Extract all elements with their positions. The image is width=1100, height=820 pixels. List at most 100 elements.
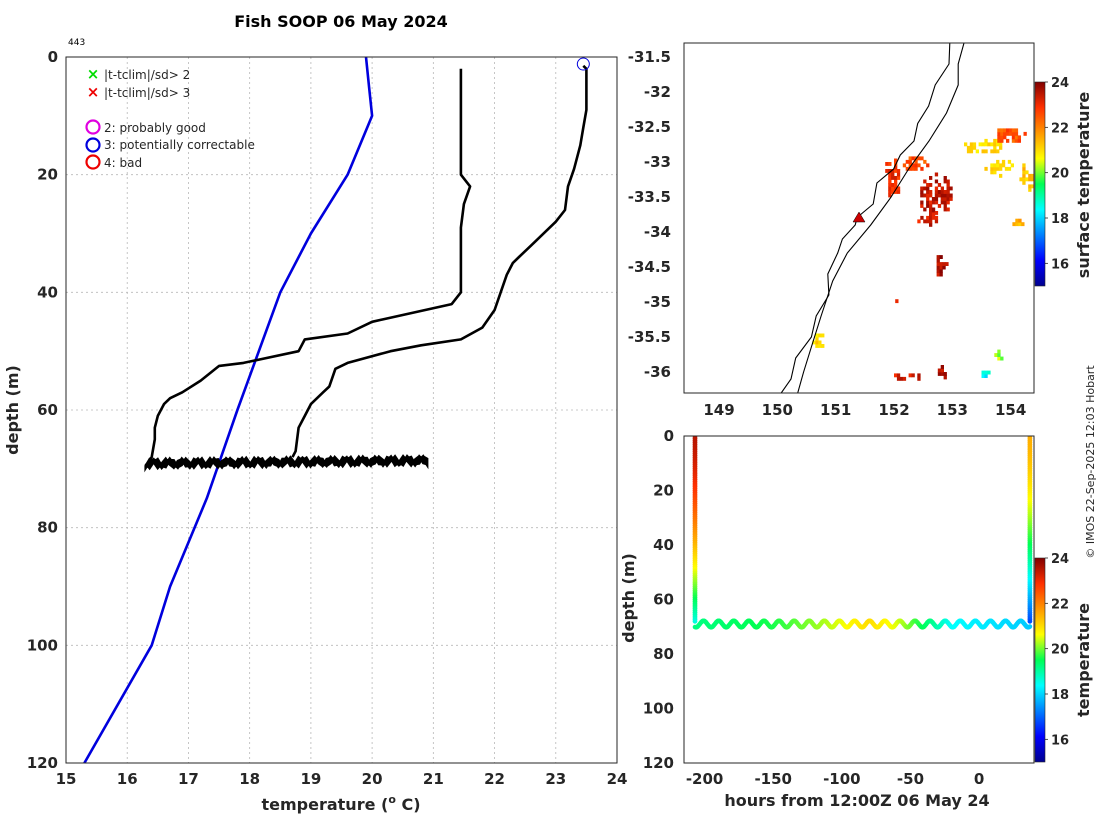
sst-pixel xyxy=(894,373,898,378)
sst-pixel xyxy=(943,204,947,208)
sst-pixel xyxy=(994,353,998,357)
sst-pixel xyxy=(946,190,950,194)
sst-pixel xyxy=(1028,184,1032,189)
sst-pixel xyxy=(815,337,819,341)
map-colorbar xyxy=(1034,81,1046,287)
sst-patch xyxy=(984,159,1014,178)
map-y-tick-label: -33.5 xyxy=(628,188,671,206)
sst-pixel xyxy=(1003,131,1007,136)
legend-qc2-label: 2: probably good xyxy=(104,121,206,135)
time-depth-data xyxy=(692,436,1033,630)
sst-pixel xyxy=(939,272,943,277)
sst-pixel xyxy=(929,190,933,194)
sst-pixel xyxy=(917,373,921,378)
map-tick-labels: 149 150 151 152 153 154 -31.5 -32 -32.5 -33 -33.5 -… xyxy=(628,48,1027,419)
sst-pixel xyxy=(936,258,940,263)
sst-pixel xyxy=(894,169,898,173)
sst-pixel xyxy=(1001,163,1006,168)
time-depth-colorbar-tick-label: 16 xyxy=(1051,733,1069,748)
sst-pixel xyxy=(917,163,921,168)
sst-pixel xyxy=(940,197,944,201)
sst-pixel xyxy=(940,200,944,205)
sst-pixel xyxy=(926,163,930,168)
profile-x-tick-label: 15 xyxy=(56,770,77,788)
profile-count: 443 xyxy=(68,38,85,48)
sst-pixel xyxy=(943,190,947,194)
sst-pixel xyxy=(949,186,953,191)
sst-pixel xyxy=(929,200,933,205)
profile-y-tick-label: 0 xyxy=(48,48,58,66)
sst-pixel xyxy=(888,179,892,184)
sst-patch xyxy=(981,370,991,378)
sst-pixel xyxy=(966,149,971,154)
sst-pixel xyxy=(997,138,1001,143)
sst-pixel xyxy=(891,169,895,173)
sst-pixel xyxy=(997,131,1001,136)
sst-pixel xyxy=(917,219,921,224)
sst-pixel xyxy=(987,142,991,147)
location-marker xyxy=(852,211,866,223)
legend-qc3-label: 3: potentially correctable xyxy=(104,138,255,152)
profile-y-tick-label: 40 xyxy=(37,283,58,301)
sst-pixel xyxy=(934,211,939,215)
sst-patch xyxy=(964,138,1003,154)
map-colorbar-tick-label: 18 xyxy=(1051,212,1069,227)
map-x-tick-label: 149 xyxy=(703,401,734,419)
profile-x-tick-label: 22 xyxy=(484,770,505,788)
sst-pixel xyxy=(993,138,997,143)
sst-patch xyxy=(994,349,1004,361)
sst-pixel xyxy=(946,207,950,212)
map-y-tick-label: -36 xyxy=(644,363,671,381)
sst-pixel xyxy=(996,163,1000,168)
ascent-cast xyxy=(1027,436,1033,624)
sst-pixel xyxy=(917,156,921,161)
sst-pixel xyxy=(943,375,947,380)
descent-cast xyxy=(692,436,698,624)
sst-pixel xyxy=(946,193,950,198)
sst-pixel xyxy=(942,265,946,270)
sst-pixel xyxy=(936,272,940,277)
sst-pixel xyxy=(1008,131,1013,136)
sst-pixel xyxy=(975,149,979,154)
sst-pixel xyxy=(920,156,924,161)
time-depth-x-tick-label: 0 xyxy=(974,770,984,788)
sst-patch xyxy=(895,299,899,304)
profile-line-profile_max xyxy=(291,64,588,458)
sst-pixel xyxy=(1031,177,1034,182)
legend-qc4-marker xyxy=(85,154,101,170)
sst-pixel xyxy=(891,186,895,191)
sst-pixel xyxy=(1011,131,1016,136)
sst-pixel xyxy=(888,176,892,180)
sst-pixel xyxy=(946,179,950,184)
sst-pixel xyxy=(993,142,997,147)
sst-pixel xyxy=(946,183,950,187)
sst-pixel xyxy=(894,176,898,180)
sst-pixel xyxy=(937,193,942,198)
sst-pixel xyxy=(1008,128,1013,133)
time-depth-y-tick-label: 0 xyxy=(664,427,674,445)
profile-x-tick-label: 16 xyxy=(117,770,138,788)
sst-pixel xyxy=(1011,128,1016,133)
sst-pixel xyxy=(1022,173,1026,178)
sst-pixel xyxy=(999,163,1003,168)
time-depth-x-tick-label: -50 xyxy=(897,770,924,788)
sst-pixel xyxy=(931,212,936,217)
sst-pixel xyxy=(931,215,936,220)
sst-pixel xyxy=(999,145,1003,150)
sst-pixel xyxy=(1011,135,1016,140)
sst-pixel xyxy=(1000,356,1004,361)
coastline-south xyxy=(780,217,858,393)
sst-pixel xyxy=(914,159,918,164)
sst-pixel xyxy=(943,176,947,180)
sst-pixel xyxy=(939,269,943,273)
time-depth-y-tick-label: 60 xyxy=(653,591,674,609)
sst-pixel xyxy=(908,163,912,168)
sst-pixel xyxy=(920,204,924,208)
sst-pixel xyxy=(969,149,974,154)
profile-x-tick-label: 17 xyxy=(178,770,199,788)
sst-pixel xyxy=(984,370,988,375)
profile-x-label: temperature (o C) xyxy=(261,793,420,814)
sst-pixel xyxy=(942,262,946,266)
sst-pixel xyxy=(815,340,819,345)
time-depth-x-label: hours from 12:00Z 06 May 24 xyxy=(724,791,989,810)
